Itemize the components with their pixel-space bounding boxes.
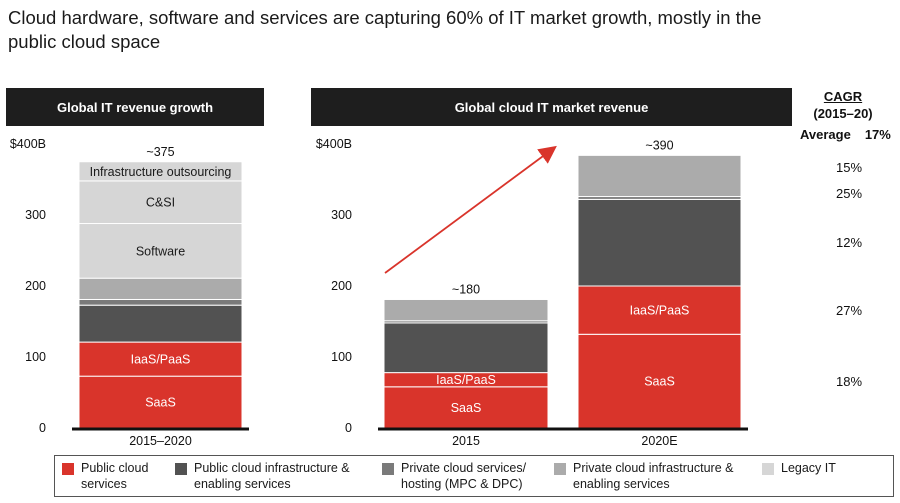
cagr-value: 15%	[836, 160, 863, 175]
cagr-title: CAGR	[823, 89, 863, 104]
cagr-header: CAGR (2015–20)	[808, 88, 878, 122]
slide-headline: Cloud hardware, software and services ar…	[8, 7, 762, 52]
segment-label: C&SI	[146, 196, 175, 210]
cagr-average-value: 17%	[864, 127, 891, 142]
bar-segment	[78, 180, 243, 225]
x-category-label: 2015–2020	[129, 434, 192, 448]
cagr-value: 18%	[836, 374, 863, 389]
legend-item: Public cloud infrastructure & enabling se…	[175, 460, 350, 492]
legend-swatch	[62, 463, 74, 475]
bar-segment	[577, 198, 742, 287]
segment-label: IaaS/PaaS	[436, 373, 496, 387]
bar-total-label: ~180	[452, 282, 480, 296]
cagr-average: Average 17%	[800, 127, 891, 142]
cagr-value: 25%	[836, 186, 863, 201]
left-chart-title: Global IT revenue growth	[6, 88, 264, 126]
legend-label: services	[81, 477, 127, 491]
x-category-label: 2015	[452, 434, 480, 448]
segment-label: IaaS/PaaS	[131, 353, 191, 367]
legend-label: enabling services	[194, 477, 291, 491]
segment-label: IaaS/PaaS	[630, 304, 690, 318]
bar-segment	[78, 375, 243, 429]
bar-total-label: ~390	[645, 138, 673, 152]
growth-arrow	[384, 145, 557, 274]
legend-swatch	[554, 463, 566, 475]
legend-item: Legacy IT	[762, 460, 836, 476]
y-tick-label: $400B	[10, 137, 46, 151]
y-tick-label: 200	[331, 279, 352, 293]
legend-swatch	[175, 463, 187, 475]
cagr-period: (2015–20)	[813, 106, 873, 121]
right-chart-title: Global cloud IT market revenue	[311, 88, 792, 126]
bar-segment	[78, 304, 243, 343]
legend-label: Private cloud infrastructure &	[573, 461, 734, 475]
bar-segment	[78, 161, 243, 182]
bar-segment	[78, 277, 243, 300]
cagr-average-label: Average	[800, 127, 851, 142]
segment-label: SaaS	[644, 375, 675, 389]
bar-segment	[577, 333, 742, 429]
bar-segment	[383, 322, 549, 374]
legend-label: Private cloud services/	[401, 461, 527, 475]
legend-item: Public cloud services	[62, 460, 148, 492]
bar-segment	[78, 341, 243, 377]
bar-segment	[78, 298, 243, 306]
legend-swatch	[382, 463, 394, 475]
bar-segment	[78, 223, 243, 279]
legend-label: hosting (MPC & DPC)	[401, 477, 523, 491]
bar-segment	[577, 285, 742, 335]
bar-total-label: ~375	[146, 145, 174, 159]
segment-label: SaaS	[451, 401, 482, 415]
segment-label: Infrastructure outsourcing	[90, 165, 232, 179]
legend-label: Legacy IT	[781, 461, 836, 475]
y-tick-label: $400B	[316, 137, 352, 151]
legend-label: enabling services	[573, 477, 670, 491]
legend-swatch	[762, 463, 774, 475]
bar-segment	[383, 386, 549, 429]
legend-item: Private cloud services/hosting (MPC & DP…	[382, 460, 526, 492]
legend: Public cloud services Public cloud infras…	[54, 455, 894, 497]
bar-segment	[383, 298, 549, 322]
y-tick-label: 100	[331, 350, 352, 364]
segment-label: Software	[136, 244, 185, 258]
x-category-label: 2020E	[641, 434, 677, 448]
segment-label: SaaS	[145, 396, 176, 410]
legend-item: Private cloud infrastructure & enabling s…	[554, 460, 734, 492]
cagr-value: 27%	[836, 303, 863, 318]
bar-segment	[577, 154, 742, 198]
legend-label: Public cloud	[81, 461, 149, 475]
cagr-value: 12%	[836, 235, 863, 250]
y-tick-label: 300	[25, 208, 46, 222]
legend-label: Public cloud infrastructure &	[194, 461, 350, 475]
y-tick-label: 0	[39, 421, 46, 435]
y-tick-label: 200	[25, 279, 46, 293]
y-tick-label: 100	[25, 350, 46, 364]
y-tick-label: 300	[331, 208, 352, 222]
charts-canvas: 0 100 200 300 $400B SaaS IaaS/PaaS Software C&SI…	[10, 137, 748, 448]
y-tick-label: 0	[345, 421, 352, 435]
